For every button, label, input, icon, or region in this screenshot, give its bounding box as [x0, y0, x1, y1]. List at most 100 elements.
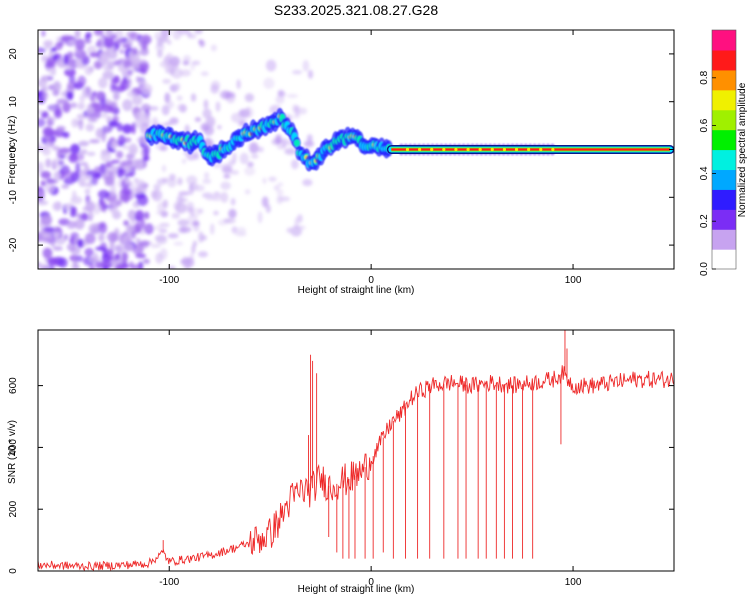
noise-blob — [181, 256, 188, 268]
noise-blob — [155, 210, 166, 215]
snr-y-label: SNR (10 * v/v) — [7, 420, 18, 484]
noise-blob — [124, 177, 130, 184]
noise-blob — [134, 187, 143, 194]
noise-blob — [191, 60, 201, 66]
noise-blob — [78, 176, 86, 187]
noise-blob — [94, 261, 102, 269]
noise-blob — [52, 246, 63, 251]
noise-blob — [123, 220, 130, 226]
noise-blob — [52, 54, 59, 60]
spectrogram-x-tick-label: 0 — [368, 275, 374, 286]
noise-blob — [95, 91, 105, 101]
noise-blob — [198, 208, 204, 214]
noise-blob — [80, 212, 89, 222]
noise-blob — [43, 127, 55, 137]
noise-blob — [99, 163, 107, 175]
noise-blob — [143, 144, 150, 156]
noise-blob — [94, 61, 102, 70]
colorbar-frame — [711, 29, 737, 270]
noise-blob — [198, 251, 208, 258]
noise-blob — [114, 253, 121, 261]
snr-y-tick-label: 600 — [8, 377, 19, 394]
noise-blob — [291, 70, 303, 75]
noise-blob — [38, 118, 46, 128]
noise-blob — [276, 189, 284, 197]
noise-blob — [53, 82, 61, 90]
noise-blob — [179, 69, 191, 77]
noise-blob — [176, 195, 184, 205]
snr-x-tick-label: 0 — [368, 577, 374, 588]
noise-blob — [79, 161, 89, 166]
noise-blob — [154, 31, 163, 41]
noise-blob — [41, 75, 52, 82]
noise-blob — [77, 238, 84, 248]
noise-blob — [140, 39, 148, 50]
noise-blob — [142, 155, 150, 162]
noise-blob — [38, 47, 46, 54]
noise-blob — [268, 176, 277, 182]
noise-blob — [276, 195, 283, 205]
noise-blob — [104, 127, 110, 133]
colorbar-band — [712, 49, 736, 71]
noise-blob — [223, 174, 231, 179]
noise-blob — [126, 159, 133, 166]
noise-blob — [73, 256, 78, 268]
noise-blob — [122, 79, 132, 84]
noise-blob — [127, 172, 134, 177]
noise-blob — [123, 60, 132, 69]
noise-blob — [38, 161, 44, 174]
noise-blob — [177, 177, 183, 186]
noise-blob — [114, 264, 125, 269]
noise-blob — [54, 231, 60, 238]
noise-blob — [129, 32, 140, 41]
noise-blob — [97, 39, 102, 48]
colorbar-band — [712, 30, 736, 51]
noise-blob — [102, 265, 109, 269]
noise-blob — [93, 30, 104, 36]
noise-blob — [147, 106, 159, 111]
snr-spikes — [162, 330, 568, 559]
snr-y-tick-label: 200 — [8, 500, 19, 517]
noise-blob — [93, 172, 102, 179]
noise-blob — [157, 49, 163, 58]
noise-blob — [52, 145, 60, 151]
noise-blob — [38, 200, 49, 206]
line-hot-dot — [466, 147, 470, 152]
noise-blob — [88, 263, 95, 269]
noise-blob — [105, 104, 112, 110]
noise-blob — [134, 192, 146, 199]
noise-blob — [86, 151, 96, 156]
noise-blob — [123, 243, 134, 252]
noise-blob — [131, 231, 136, 239]
colorbar-label: Normalized spectral amplitude — [737, 82, 748, 217]
noise-blob — [116, 37, 125, 45]
noise-blob — [56, 98, 69, 105]
line-hot-dot — [405, 147, 410, 152]
noise-blob — [296, 225, 306, 230]
noise-blob — [52, 201, 62, 211]
noise-blob — [210, 223, 215, 235]
noise-blob — [167, 178, 177, 188]
noise-blob — [224, 218, 236, 224]
noise-blob — [100, 150, 112, 162]
noise-blob — [177, 219, 189, 227]
noise-blob — [102, 70, 115, 80]
noise-blob — [203, 99, 209, 110]
noise-blob — [244, 166, 256, 176]
noise-blob — [141, 83, 153, 95]
line-hot-dot — [514, 147, 519, 152]
noise-blob — [155, 43, 165, 52]
noise-blob — [181, 158, 187, 164]
noise-blob — [210, 80, 221, 91]
noise-blob — [40, 170, 52, 179]
noise-blob — [84, 175, 92, 181]
snr-x-tick-label: 100 — [565, 577, 582, 588]
noise-blob — [107, 50, 118, 60]
noise-blob — [208, 116, 216, 127]
noise-blob — [135, 253, 147, 259]
noise-blob — [220, 191, 229, 203]
noise-blob — [114, 244, 125, 252]
noise-blob — [70, 102, 78, 109]
noise-blob — [211, 191, 222, 202]
line-hot-dot — [551, 147, 555, 152]
